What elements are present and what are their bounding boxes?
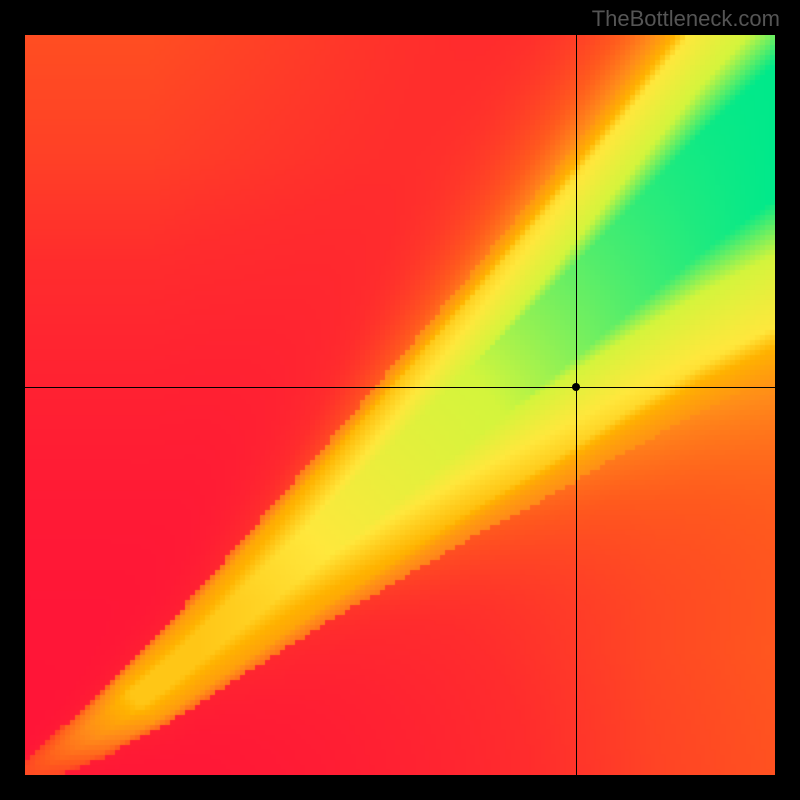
heatmap-canvas — [25, 35, 775, 775]
crosshair-horizontal-line — [25, 387, 775, 388]
chart-container: TheBottleneck.com — [0, 0, 800, 800]
plot-area — [25, 35, 775, 775]
watermark-text: TheBottleneck.com — [592, 6, 780, 32]
marker-dot — [572, 383, 580, 391]
crosshair-vertical-line — [576, 35, 577, 775]
